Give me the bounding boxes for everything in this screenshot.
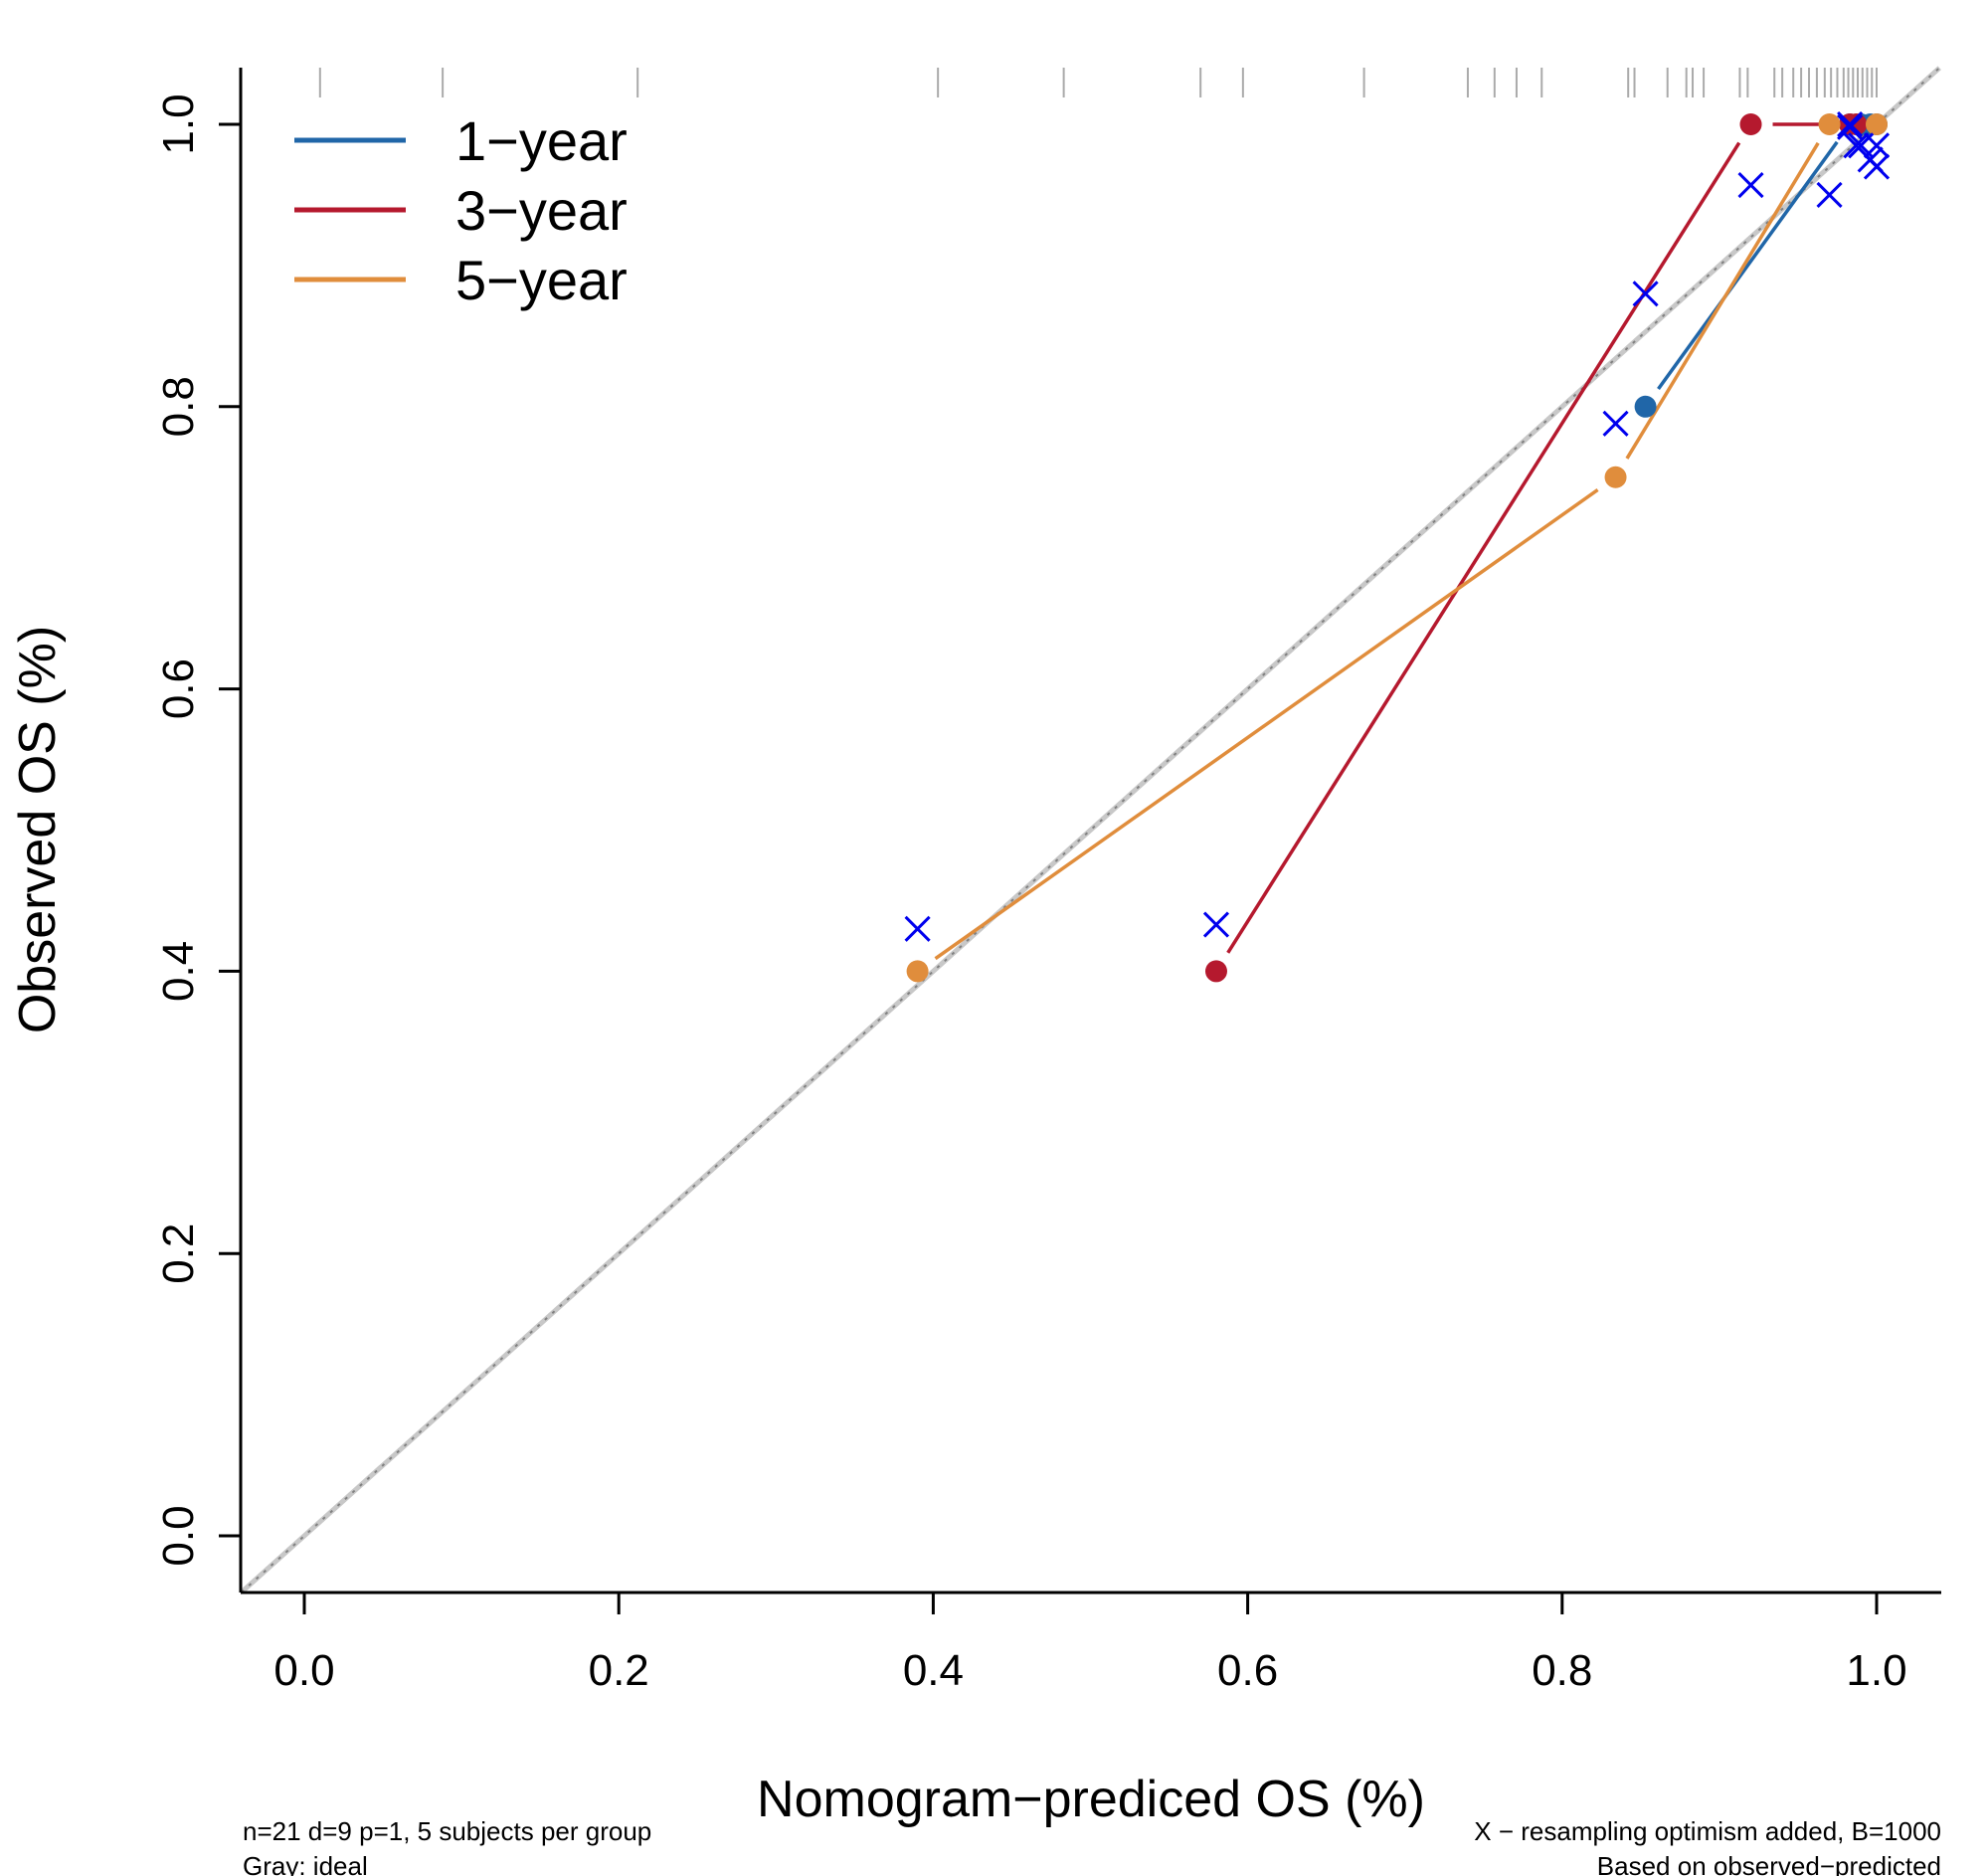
y-ticks: 0.0 0.2 0.4 0.6 0.8 1.0 bbox=[154, 94, 241, 1567]
series-1-resampled-marker-0 bbox=[1202, 911, 1230, 938]
axes bbox=[239, 68, 1941, 1595]
legend-label-1: 3−year bbox=[455, 179, 628, 242]
series-0-segment-0 bbox=[1657, 140, 1839, 391]
y-tick-label-3: 0.6 bbox=[154, 658, 203, 719]
series-2-point-3 bbox=[1866, 113, 1888, 135]
series-1-resampled-marker-2 bbox=[1837, 113, 1864, 140]
series-0-resampled-marker-1 bbox=[1837, 110, 1864, 138]
series-1-resampled-marker-1 bbox=[1737, 171, 1764, 199]
series-2-segment-0 bbox=[934, 488, 1599, 961]
ideal-line-dotted bbox=[241, 67, 1940, 1594]
footnote-left-2: Gray: ideal bbox=[243, 1851, 368, 1876]
series-2-resampled-marker-3 bbox=[1863, 132, 1891, 159]
ideal-line bbox=[240, 66, 1941, 1595]
series-0-resampled-marker-0 bbox=[1632, 281, 1659, 307]
series-2-resampled-marker-2 bbox=[1816, 181, 1843, 209]
x-tick-label-4: 0.8 bbox=[1532, 1646, 1592, 1695]
series-1-point-0 bbox=[1204, 960, 1227, 983]
series-2-resampled-marker-1 bbox=[1602, 410, 1629, 437]
series-1-segment-0 bbox=[1226, 141, 1741, 954]
series-0-point-0 bbox=[1634, 395, 1657, 418]
y-tick-label-2: 0.4 bbox=[154, 941, 203, 1002]
legend-label-2: 5−year bbox=[455, 249, 628, 311]
footnote-right-2: Based on observed−predicted bbox=[1597, 1851, 1941, 1876]
series-1-point-1 bbox=[1739, 113, 1762, 135]
x-ticks: 0.0 0.2 0.4 0.6 0.8 1.0 bbox=[273, 1593, 1907, 1695]
series-2-point-1 bbox=[1604, 466, 1627, 488]
series-2-resampled-marker-0 bbox=[904, 915, 931, 942]
x-tick-label-2: 0.4 bbox=[903, 1646, 964, 1695]
series-lines bbox=[934, 122, 1855, 961]
rug-marks bbox=[318, 68, 1878, 97]
series-2-point-2 bbox=[1818, 113, 1841, 135]
y-axis-title: Observed OS (%) bbox=[9, 626, 67, 1033]
x-axis-title: Nomogram−prediced OS (%) bbox=[757, 1771, 1425, 1828]
footnote-left-1: n=21 d=9 p=1, 5 subjects per group bbox=[243, 1816, 651, 1846]
resampled-markers bbox=[904, 110, 1891, 942]
x-tick-label-3: 0.6 bbox=[1217, 1646, 1278, 1695]
x-tick-label-0: 0.0 bbox=[273, 1646, 334, 1695]
y-tick-label-0: 0.0 bbox=[154, 1505, 203, 1566]
series-1-resampled-marker-3 bbox=[1843, 132, 1870, 159]
legend: 1−year 3−year 5−year bbox=[294, 109, 628, 311]
series-2-point-0 bbox=[906, 960, 929, 983]
x-tick-label-5: 1.0 bbox=[1846, 1646, 1906, 1695]
series-2-segment-1 bbox=[1625, 141, 1820, 460]
y-tick-label-5: 1.0 bbox=[154, 94, 203, 154]
x-tick-label-1: 0.2 bbox=[589, 1646, 649, 1695]
series-0-resampled-marker-4 bbox=[1863, 153, 1891, 180]
y-tick-label-1: 0.2 bbox=[154, 1223, 203, 1284]
y-tick-label-4: 0.8 bbox=[154, 376, 203, 437]
legend-label-0: 1−year bbox=[455, 109, 628, 172]
footnote-right-1: X − resampling optimism added, B=1000 bbox=[1474, 1816, 1941, 1846]
